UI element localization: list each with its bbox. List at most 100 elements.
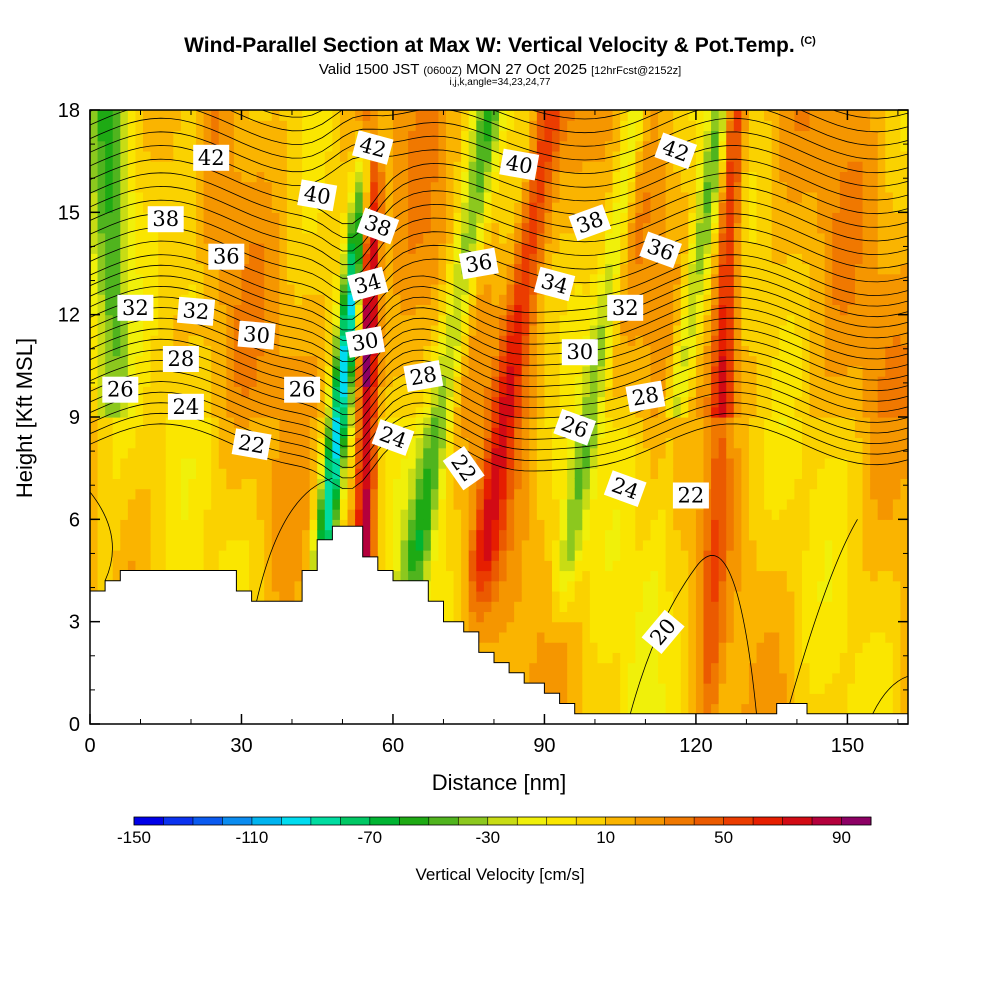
y-tick-label: 3 <box>69 612 80 634</box>
contour-label: 28 <box>403 360 444 393</box>
section-params: i,j,k,angle=34,23,24,77 <box>449 77 551 88</box>
colorbar-tick-label: 10 <box>596 828 615 847</box>
contour-label-text: 28 <box>408 362 438 390</box>
contour-label-text: 26 <box>289 378 316 402</box>
colorbar-swatch <box>782 817 813 825</box>
y-tick-label: 9 <box>69 407 80 429</box>
colorbar-swatch <box>517 817 548 825</box>
contour-label: 38 <box>356 207 400 245</box>
colorbar-swatch <box>310 817 341 825</box>
x-tick-label: 90 <box>533 735 555 757</box>
colorbar-swatch <box>546 817 577 825</box>
colorbar-swatch <box>753 817 783 825</box>
contour-label: 42 <box>352 130 394 165</box>
colorbar-tick-label: -70 <box>358 828 383 847</box>
contour-label-text: 42 <box>198 146 225 170</box>
contour-label: 24 <box>167 393 204 420</box>
contour-label-text: 40 <box>504 150 534 178</box>
valid-prefix: Valid 1500 JST <box>318 61 420 78</box>
contour-label: 28 <box>625 380 666 413</box>
contour-label-text: 28 <box>168 347 195 371</box>
colorbar: -150 -110 -70 -30 10 50 90 <box>117 816 872 847</box>
x-tick-label: 0 <box>84 735 95 757</box>
x-tick-label: 30 <box>230 735 252 757</box>
colorbar-swatch <box>399 817 430 825</box>
contour-label-text: 30 <box>566 340 593 364</box>
contour-label-text: 22 <box>236 430 266 458</box>
contour-label-text: 32 <box>182 298 211 324</box>
valid-fcst: [12hrFcst@2152z] <box>591 65 682 77</box>
contour-label: 28 <box>162 346 199 372</box>
valid-date: MON 27 Oct 2025 <box>466 61 587 78</box>
contour-label-text: 30 <box>350 328 380 356</box>
contour-label-text: 30 <box>242 322 271 348</box>
x-tick-label: 150 <box>831 735 864 757</box>
colorbar-swatch <box>605 817 636 825</box>
contour-label: 26 <box>284 376 321 403</box>
contour-label: 30 <box>237 320 276 350</box>
colorbar-swatch <box>458 817 489 825</box>
contour-label: 24 <box>603 470 647 507</box>
contour-label-text: 28 <box>630 382 660 410</box>
contour-label-text: 36 <box>213 245 240 269</box>
contour-label: 32 <box>607 294 644 321</box>
contour-label: 32 <box>176 296 216 326</box>
contour-label-text: 36 <box>464 249 494 277</box>
colorbar-swatch <box>163 817 194 825</box>
y-tick-label: 12 <box>58 305 80 327</box>
contour-label-text: 38 <box>152 207 179 231</box>
colorbar-swatch <box>664 817 695 825</box>
colorbar-tick-label: 50 <box>714 828 733 847</box>
contour-label-text: 32 <box>612 296 639 320</box>
x-tick-label: 120 <box>679 735 712 757</box>
y-tick-label: 18 <box>58 100 80 122</box>
chart-subtitle: Valid 1500 JST (0600Z) MON 27 Oct 2025 [… <box>0 61 1000 78</box>
colorbar-swatch <box>576 817 607 825</box>
colorbar-swatch <box>635 817 666 825</box>
y-tick-label: 6 <box>69 509 80 531</box>
colorbar-swatch <box>192 817 223 825</box>
colorbar-tick-label: -150 <box>117 828 151 847</box>
contour-label: 42 <box>193 144 230 171</box>
contour-label: 40 <box>297 179 338 212</box>
contour-label: 30 <box>561 339 598 366</box>
colorbar-swatch <box>281 817 312 825</box>
contour-label: 32 <box>117 294 154 321</box>
contour-label-text: 40 <box>302 181 332 209</box>
contour-label: 36 <box>208 243 245 270</box>
contour-label-text: 22 <box>678 484 705 508</box>
colorbar-swatch <box>134 817 164 825</box>
contour-label: 34 <box>346 266 389 302</box>
colorbar-title: Vertical Velocity [cm/s] <box>415 865 584 884</box>
contour-label: 22 <box>231 428 272 461</box>
contour-label: 22 <box>672 482 709 509</box>
colorbar-swatch <box>369 817 400 825</box>
x-axis-title: Distance [nm] <box>432 770 567 795</box>
y-tick-label: 0 <box>69 714 80 736</box>
colorbar-tick-label: 90 <box>832 828 851 847</box>
contour-label-text: 32 <box>122 296 149 320</box>
y-axis-title: Height [Kft MSL] <box>12 338 37 498</box>
contour-label-text: 26 <box>107 378 134 402</box>
colorbar-swatch <box>694 817 724 825</box>
chart-title: Wind-Parallel Section at Max W: Vertical… <box>184 34 816 57</box>
contour-label: 36 <box>458 247 499 280</box>
colorbar-swatch <box>222 817 253 825</box>
contour-label-text: 24 <box>173 395 200 419</box>
colorbar-swatch <box>812 817 842 825</box>
x-tick-label: 60 <box>382 735 404 757</box>
colorbar-swatch <box>251 817 282 825</box>
valid-utc: (0600Z) <box>423 65 462 77</box>
title-unit-mark: (C) <box>800 35 816 47</box>
colorbar-swatch <box>340 817 371 825</box>
colorbar-swatch <box>487 817 518 825</box>
terrain-mask <box>90 525 908 724</box>
colorbar-swatch <box>841 817 872 825</box>
colorbar-swatch <box>723 817 754 825</box>
colorbar-swatch <box>428 817 459 825</box>
terrain-profile <box>90 525 908 724</box>
contour-label: 26 <box>102 376 139 403</box>
y-tick-label: 15 <box>58 202 80 224</box>
